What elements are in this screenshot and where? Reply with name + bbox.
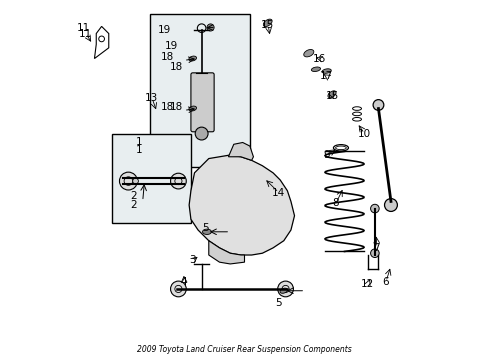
Text: 11: 11 [76,23,89,33]
Circle shape [277,281,293,297]
Circle shape [119,172,137,190]
Ellipse shape [202,229,211,234]
Text: 16: 16 [312,54,325,64]
Text: 18: 18 [170,102,183,112]
Text: 2009 Toyota Land Cruiser Rear Suspension Components: 2009 Toyota Land Cruiser Rear Suspension… [137,345,351,354]
Polygon shape [228,143,253,160]
Circle shape [370,249,378,257]
Circle shape [132,178,138,184]
Text: 17: 17 [319,71,333,81]
Text: 2: 2 [130,200,137,210]
Ellipse shape [188,56,196,61]
Text: 1: 1 [136,145,142,155]
Text: 1: 1 [136,138,142,148]
Text: 2: 2 [130,191,137,201]
Ellipse shape [322,69,330,73]
Text: 19: 19 [157,25,170,35]
Text: 8: 8 [332,198,338,208]
Text: 3: 3 [189,255,196,265]
Text: 18: 18 [161,102,174,112]
Circle shape [372,100,383,111]
Text: 19: 19 [164,41,178,51]
FancyBboxPatch shape [190,73,214,132]
Ellipse shape [188,106,196,111]
Ellipse shape [303,49,313,57]
Circle shape [170,173,186,189]
Circle shape [170,281,186,297]
Text: 14: 14 [271,188,285,198]
Circle shape [206,24,214,31]
Text: 5: 5 [275,298,281,308]
Text: 12: 12 [360,279,374,289]
Text: 10: 10 [357,129,370,139]
Circle shape [384,199,397,211]
Text: 6: 6 [382,277,388,287]
Polygon shape [208,241,244,264]
Ellipse shape [280,288,287,293]
Text: 9: 9 [323,150,329,160]
Circle shape [195,127,207,140]
Text: 7: 7 [373,243,379,253]
Text: 15: 15 [325,91,338,101]
Text: 4: 4 [180,277,187,287]
Bar [112,134,190,223]
Polygon shape [189,155,294,255]
Circle shape [370,204,378,213]
Ellipse shape [263,19,272,27]
Text: 11: 11 [79,28,92,39]
Text: 18: 18 [170,63,183,72]
Ellipse shape [311,67,320,72]
Text: 5: 5 [202,223,208,233]
Bar [149,14,249,167]
Text: 15: 15 [261,19,274,30]
Text: 13: 13 [145,93,158,103]
Text: 18: 18 [161,52,174,62]
Ellipse shape [327,91,335,98]
